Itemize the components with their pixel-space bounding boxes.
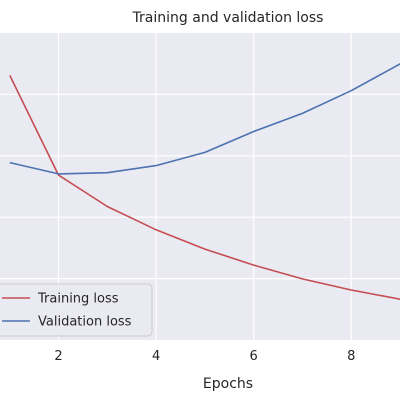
x-tick-label: 8 bbox=[347, 349, 355, 364]
x-tick-label: 6 bbox=[250, 349, 258, 364]
grid bbox=[0, 33, 400, 340]
x-tick-label: 2 bbox=[54, 349, 62, 364]
legend-label: Training loss bbox=[37, 292, 119, 307]
series-line-training-loss bbox=[9, 75, 400, 301]
series-lines bbox=[9, 63, 400, 301]
x-tick-label: 4 bbox=[152, 349, 160, 364]
x-axis-ticks: 2 4 6 8 bbox=[54, 349, 355, 364]
legend-label: Validation loss bbox=[38, 315, 132, 330]
x-axis-label: Epochs bbox=[203, 376, 253, 392]
legend-box bbox=[0, 283, 153, 337]
chart-title: Training and validation loss bbox=[132, 10, 324, 26]
series-line-validation-loss bbox=[9, 63, 400, 175]
legend: Training loss Validation loss bbox=[0, 283, 153, 337]
